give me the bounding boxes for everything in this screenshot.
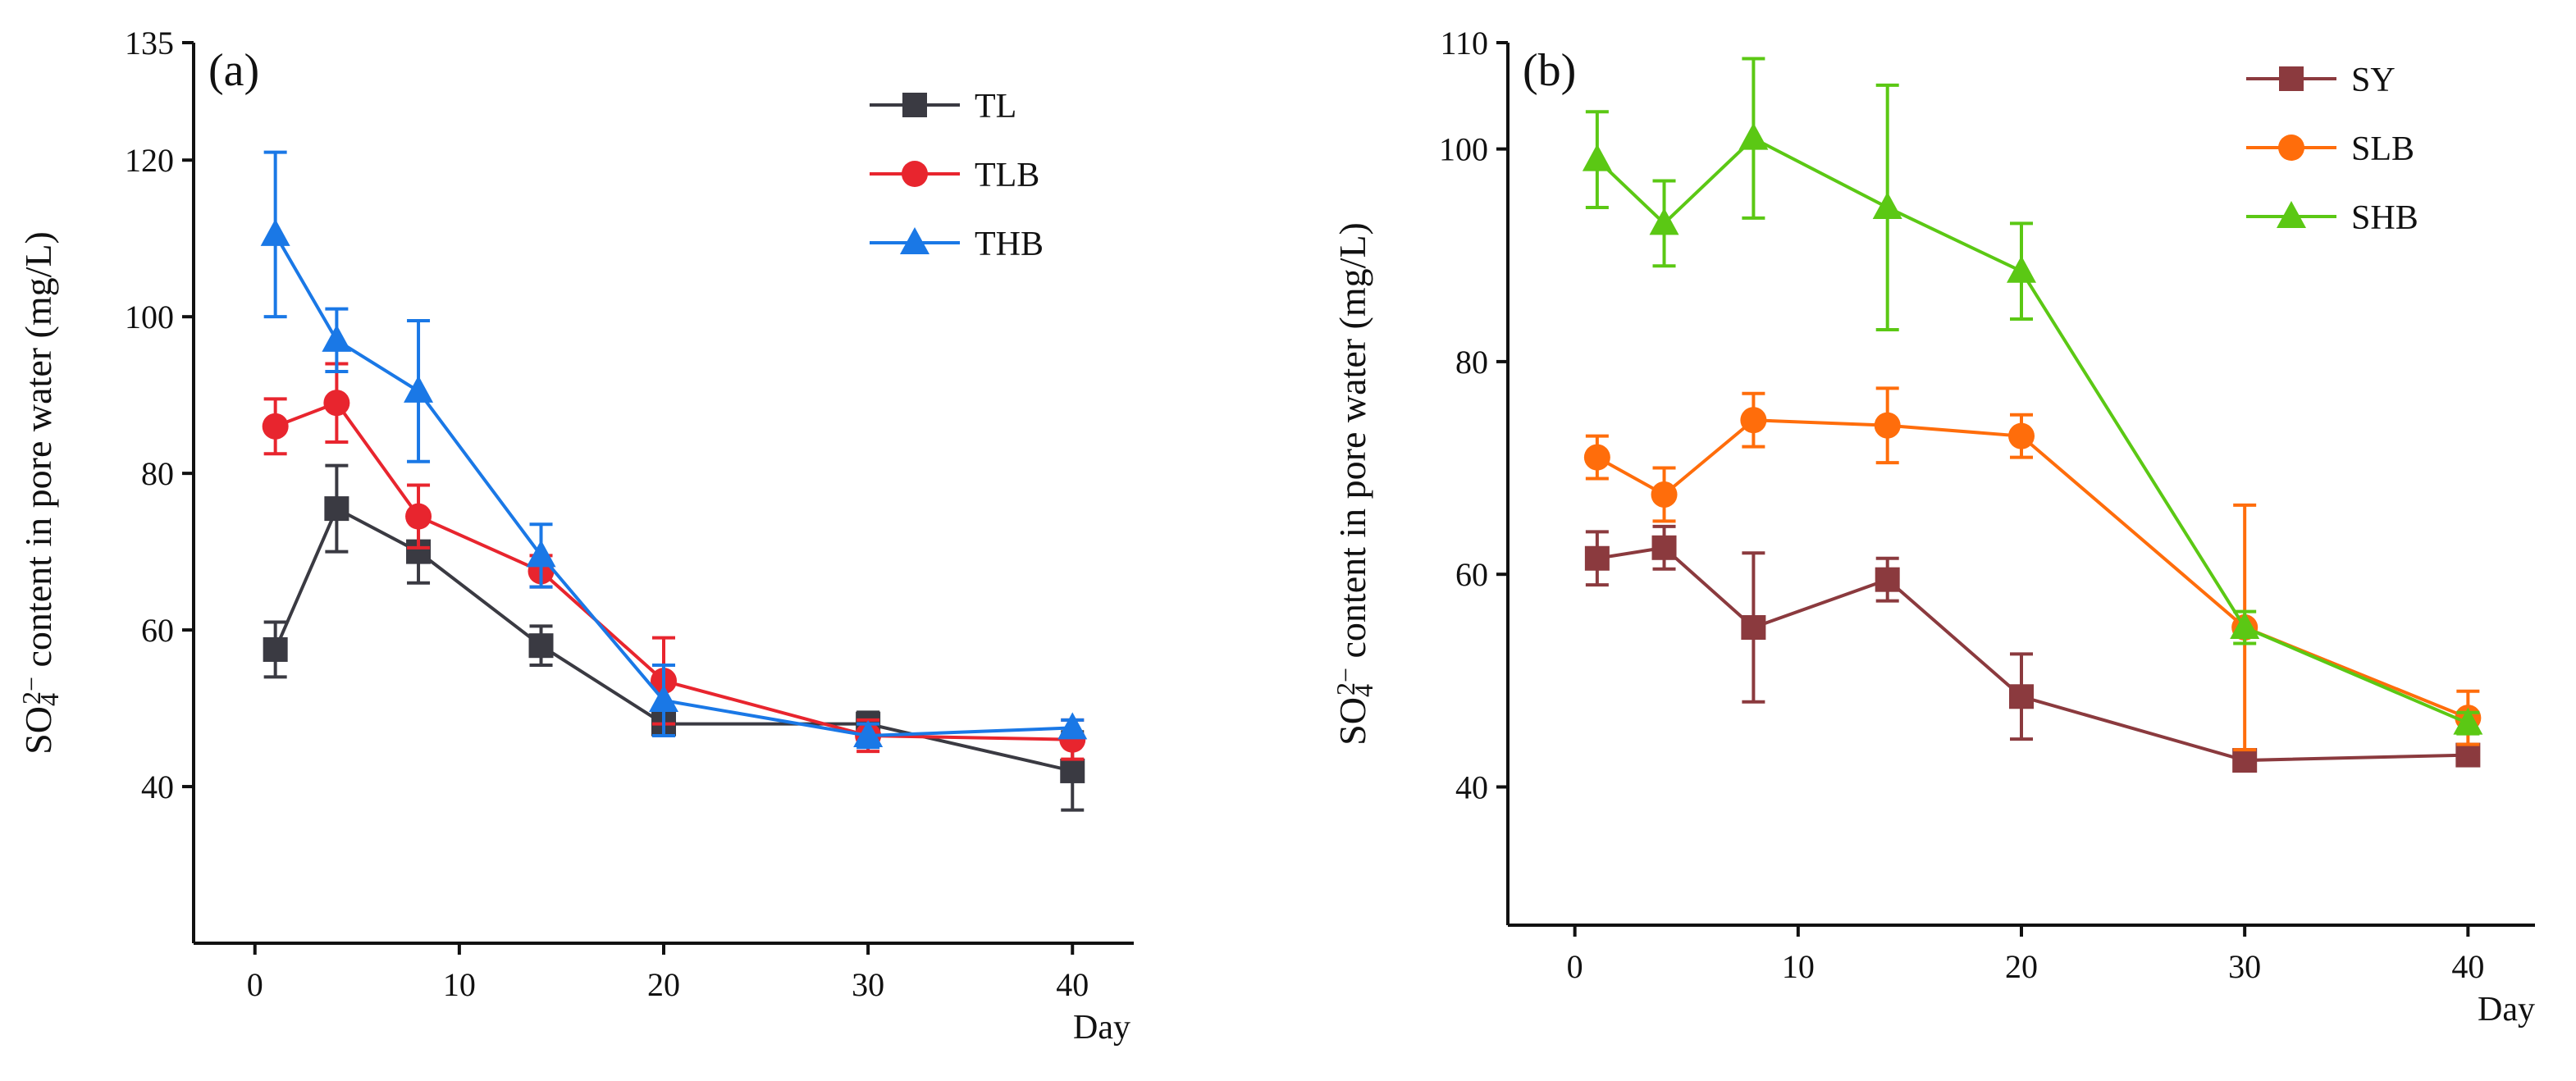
data-point bbox=[2008, 422, 2035, 449]
y-tick-label: 120 bbox=[125, 142, 174, 179]
data-point bbox=[1583, 444, 1610, 471]
y-tick-label: 100 bbox=[125, 299, 174, 335]
data-point bbox=[322, 324, 352, 352]
data-point bbox=[1649, 208, 1679, 235]
data-point bbox=[1057, 712, 1088, 740]
data-point bbox=[2009, 684, 2034, 709]
series-tlb bbox=[262, 362, 1086, 761]
legend-item-tlb: TLB bbox=[870, 157, 1039, 194]
legend-item-shb: SHB bbox=[2246, 199, 2418, 237]
x-tick-label: 10 bbox=[1782, 948, 1815, 985]
series-shb bbox=[1582, 57, 2483, 736]
data-point bbox=[262, 413, 289, 440]
series-sy bbox=[1584, 524, 2481, 773]
panel-label: (a) bbox=[208, 45, 259, 96]
legend-item-thb: THB bbox=[870, 226, 1044, 263]
data-point bbox=[528, 633, 554, 659]
x-tick-label: 30 bbox=[852, 966, 884, 1003]
data-point bbox=[1738, 122, 1769, 150]
data-point bbox=[1874, 412, 1901, 439]
x-tick-label: 20 bbox=[2005, 948, 2038, 985]
legend-marker bbox=[2278, 135, 2304, 161]
y-tick-label: 40 bbox=[141, 769, 174, 805]
data-point bbox=[2455, 742, 2481, 768]
data-point bbox=[2230, 612, 2260, 640]
data-point bbox=[1651, 535, 1677, 560]
y-tick-label: 80 bbox=[1455, 344, 1488, 381]
x-tick-label: 0 bbox=[247, 966, 263, 1003]
x-tick-label: 10 bbox=[443, 966, 476, 1003]
panel-label: (b) bbox=[1523, 45, 1576, 96]
legend-marker bbox=[902, 161, 928, 187]
data-point bbox=[323, 390, 350, 417]
legend-item-sy: SY bbox=[2246, 62, 2396, 99]
data-point bbox=[1060, 758, 1085, 783]
data-point bbox=[263, 636, 288, 662]
x-axis-title: Day bbox=[2478, 991, 2535, 1029]
data-point bbox=[405, 503, 432, 530]
y-tick-label: 40 bbox=[1455, 769, 1488, 805]
x-tick-label: 0 bbox=[1567, 948, 1583, 985]
series-line bbox=[1596, 418, 2469, 720]
data-point bbox=[853, 719, 884, 747]
y-axis-title: SO42− content in pore water (mg/L) bbox=[1331, 222, 1378, 746]
y-tick-label: 135 bbox=[125, 25, 174, 62]
legend-marker bbox=[902, 93, 927, 117]
data-point bbox=[324, 496, 349, 522]
data-point bbox=[1584, 545, 1610, 571]
x-tick-label: 40 bbox=[2451, 948, 2484, 985]
y-tick-label: 110 bbox=[1440, 25, 1488, 62]
legend-marker bbox=[900, 227, 929, 254]
data-point bbox=[1740, 407, 1767, 434]
x-tick-label: 30 bbox=[2228, 948, 2261, 985]
data-point bbox=[404, 375, 434, 403]
y-tick-label: 60 bbox=[1455, 556, 1488, 593]
data-point bbox=[1741, 615, 1766, 641]
chart-panel-b: 40 60 80 100 110 0 10 20 30 40 Day (b) SO42− content… bbox=[1331, 25, 2535, 1029]
data-point bbox=[1872, 191, 1902, 219]
y-tick-label: 100 bbox=[1439, 131, 1488, 168]
data-point bbox=[2007, 255, 2036, 283]
legend-item-slb: SLB bbox=[2246, 130, 2414, 168]
y-axis-title: SO42− content in pore water (mg/L) bbox=[16, 231, 64, 755]
legend-label: SLB bbox=[2351, 130, 2414, 168]
data-point bbox=[2232, 748, 2258, 773]
x-axis-title: Day bbox=[1073, 1009, 1130, 1047]
legend-label: TLB bbox=[975, 157, 1039, 194]
data-point bbox=[1582, 144, 1612, 171]
chart-panel-a: 40 60 80 100 120 135 0 10 20 30 40 Day (a) SO42− cont… bbox=[16, 25, 1134, 1047]
data-point bbox=[1875, 567, 1900, 592]
legend-label: SHB bbox=[2351, 199, 2418, 237]
data-point bbox=[526, 540, 556, 568]
legend-label: TL bbox=[975, 88, 1016, 125]
data-point bbox=[260, 218, 290, 246]
legend-marker bbox=[2277, 201, 2306, 228]
x-tick-label: 40 bbox=[1056, 966, 1089, 1003]
legend-label: THB bbox=[975, 226, 1044, 263]
legend-label: SY bbox=[2351, 62, 2396, 99]
legend-marker bbox=[2279, 66, 2304, 91]
data-point bbox=[1651, 481, 1678, 508]
y-tick-label: 60 bbox=[141, 612, 174, 649]
legend-item-tl: TL bbox=[870, 88, 1016, 125]
y-tick-label: 80 bbox=[141, 455, 174, 492]
data-point bbox=[2453, 707, 2483, 735]
x-tick-label: 20 bbox=[647, 966, 680, 1003]
data-point bbox=[649, 685, 678, 713]
series-thb bbox=[260, 150, 1088, 750]
